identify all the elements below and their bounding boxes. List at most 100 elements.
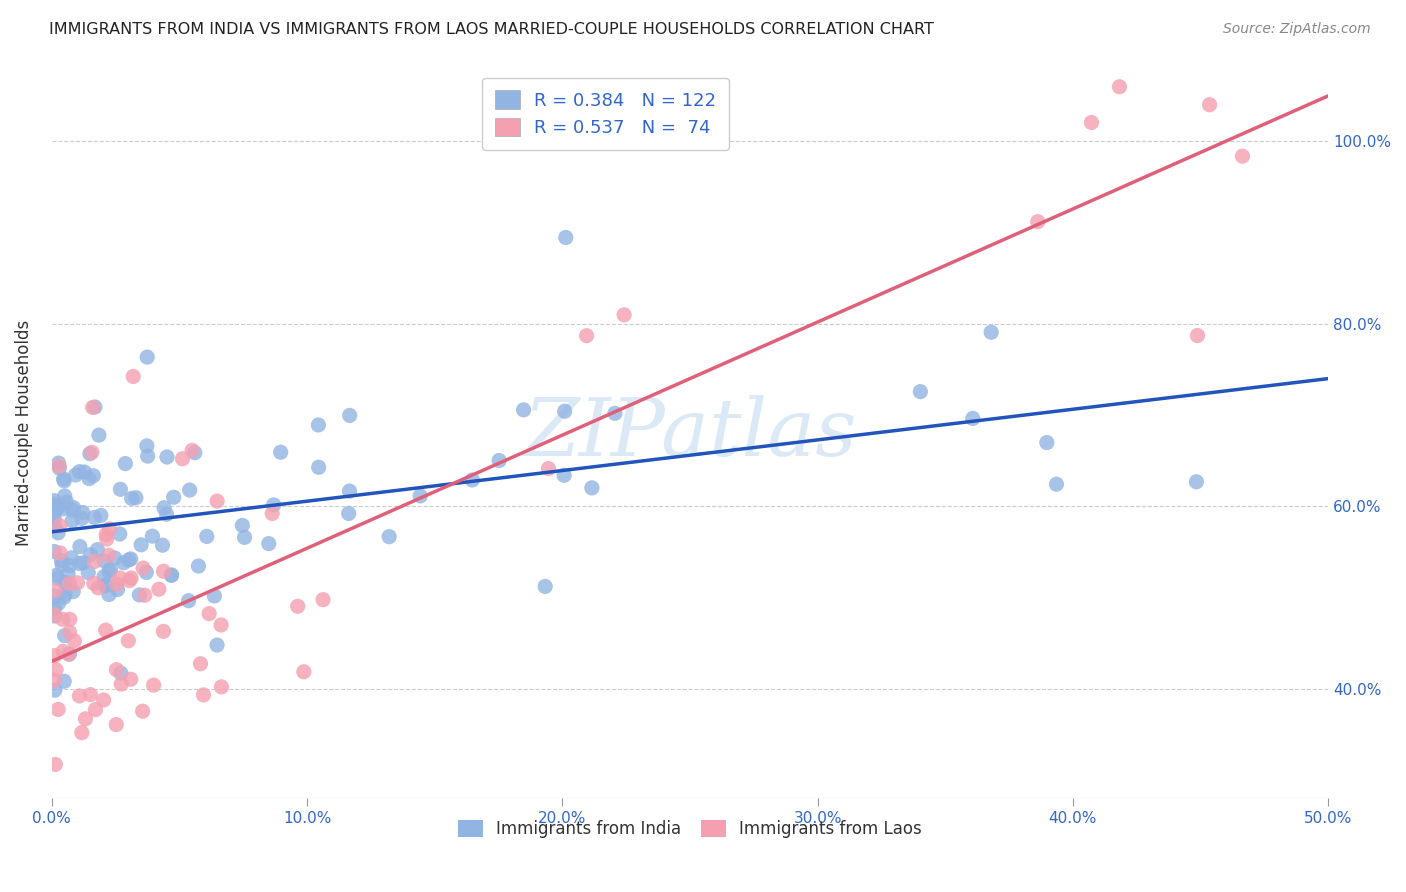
Point (205, 494, 228, 508)
Point (97, 564, 120, 578)
Point (83, 400, 105, 414)
Point (135, 439, 157, 453)
Point (70, 511, 93, 525)
Point (62, 500, 84, 515)
Point (73, 465, 96, 479)
Point (122, 369, 145, 384)
Point (44, 673, 66, 688)
Point (120, 552, 142, 566)
Point (187, 559, 209, 574)
Point (112, 556, 135, 570)
Point (202, 589, 225, 603)
Point (461, 473, 484, 487)
Point (44, 607, 66, 622)
Point (118, 553, 141, 567)
Point (181, 443, 204, 458)
Point (209, 680, 232, 694)
Point (83, 576, 105, 591)
Point (98, 522, 121, 536)
Point (69, 465, 91, 479)
Point (105, 717, 128, 731)
Point (378, 530, 401, 544)
Point (51, 554, 73, 568)
Point (72, 506, 94, 520)
Point (58, 576, 80, 591)
Point (512, 402, 534, 417)
Point (120, 571, 142, 585)
Point (107, 582, 129, 597)
Point (135, 566, 157, 580)
Point (79, 548, 101, 562)
Point (48, 461, 70, 475)
Point (96, 532, 118, 546)
Point (152, 538, 174, 552)
Point (62, 584, 84, 599)
Point (142, 678, 165, 692)
Point (77, 566, 100, 580)
Point (339, 484, 361, 499)
Point (108, 527, 131, 541)
Point (44, 683, 66, 698)
Point (179, 483, 201, 497)
Point (44, 493, 66, 508)
Point (83, 554, 105, 568)
Point (108, 571, 131, 585)
Point (59, 558, 82, 573)
Point (141, 529, 163, 543)
Point (97, 548, 120, 562)
Point (262, 507, 284, 521)
Point (45, 568, 67, 582)
Point (44, 504, 66, 518)
Point (62, 503, 84, 517)
Text: Source: ZipAtlas.com: Source: ZipAtlas.com (1223, 22, 1371, 37)
Point (63, 634, 86, 648)
Text: ZIPatlas: ZIPatlas (523, 394, 856, 472)
Point (53, 591, 76, 605)
Point (58, 647, 80, 661)
Point (270, 445, 292, 459)
Point (198, 607, 221, 621)
Point (105, 577, 128, 591)
Point (53, 674, 76, 689)
Point (409, 489, 432, 503)
Point (93, 569, 115, 583)
Point (134, 588, 156, 602)
Point (45, 663, 67, 677)
Point (190, 657, 212, 671)
Point (77, 471, 100, 485)
Point (152, 624, 174, 639)
Point (1026, 215, 1049, 229)
Point (233, 530, 256, 544)
Point (603, 406, 626, 420)
Point (51, 558, 73, 572)
Point (195, 529, 218, 543)
Point (44, 589, 66, 603)
Point (46, 702, 69, 716)
Point (177, 593, 200, 607)
Point (148, 582, 170, 597)
Text: IMMIGRANTS FROM INDIA VS IMMIGRANTS FROM LAOS MARRIED-COUPLE HOUSEHOLDS CORRELAT: IMMIGRANTS FROM INDIA VS IMMIGRANTS FROM… (49, 22, 934, 37)
Point (66, 575, 89, 590)
Point (44, 757, 66, 772)
Point (52, 644, 75, 658)
Point (94, 623, 117, 637)
Point (94, 579, 117, 593)
Point (79, 688, 101, 702)
Point (87, 428, 110, 442)
Point (44, 497, 66, 511)
Point (488, 453, 510, 467)
Point (121, 491, 143, 506)
Point (75, 712, 97, 726)
Point (48, 518, 70, 533)
Point (52, 501, 75, 516)
Point (59, 612, 82, 626)
Point (1108, 79, 1130, 94)
Point (312, 592, 335, 607)
Point (184, 446, 207, 460)
Point (53, 474, 76, 488)
Point (962, 411, 984, 425)
Point (152, 564, 174, 578)
Point (48, 500, 70, 514)
Point (554, 404, 576, 418)
Point (93, 554, 115, 568)
